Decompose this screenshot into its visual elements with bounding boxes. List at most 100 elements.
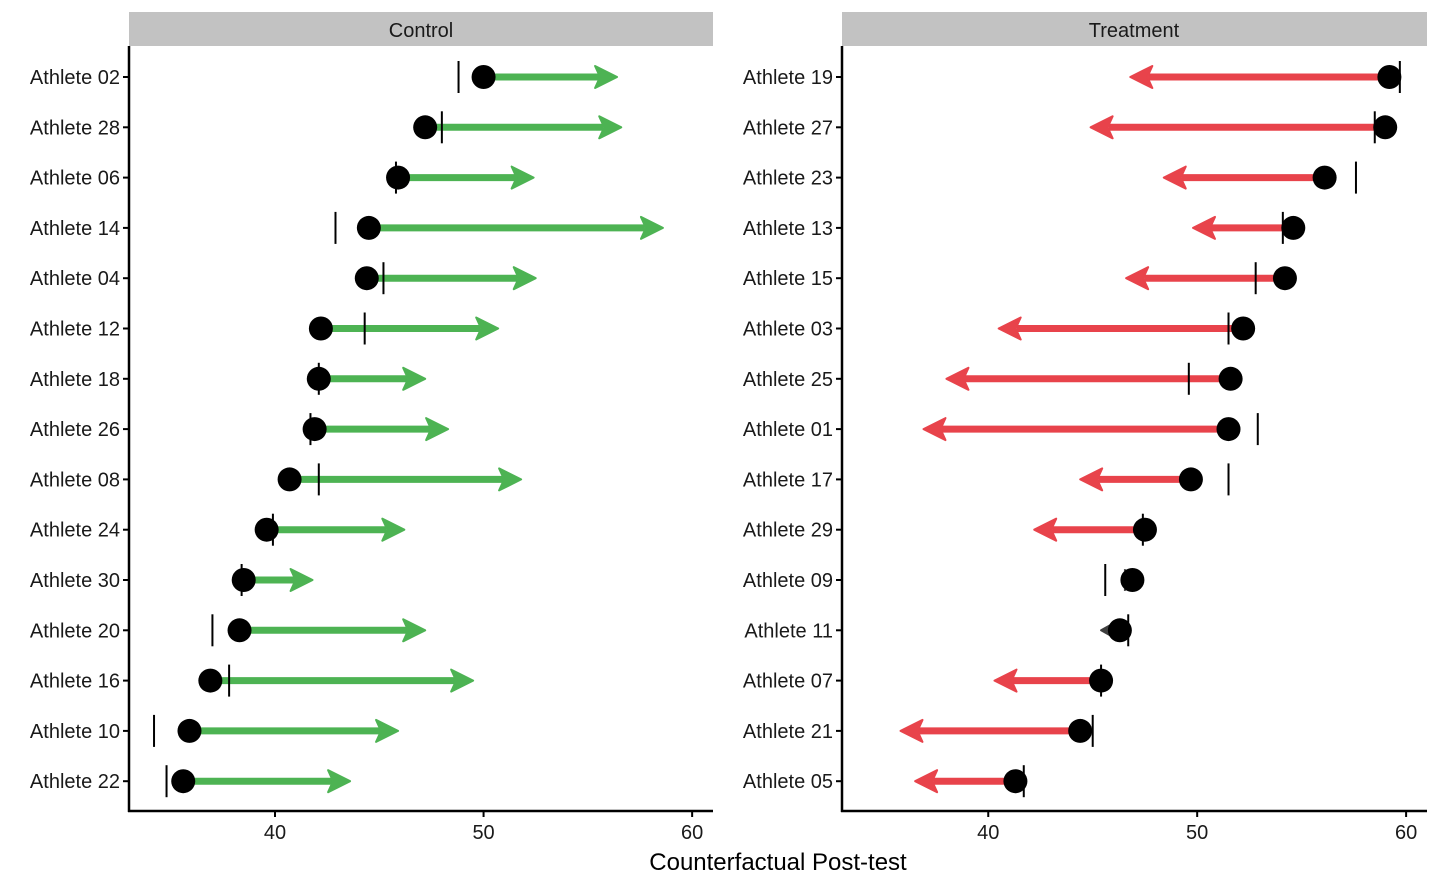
- y-tick-label: Athlete 08: [30, 469, 120, 491]
- strip-control: [129, 12, 713, 46]
- y-tick-label: Athlete 28: [30, 117, 120, 139]
- strip-label-treatment: Treatment: [1089, 20, 1180, 42]
- x-ticks-control: 40 50 60: [264, 811, 703, 844]
- x-axis-title: Counterfactual Post-test: [649, 849, 907, 876]
- arrow-head-treatment: [1089, 115, 1114, 140]
- observed-point: [1003, 769, 1028, 794]
- arrow-head-control: [598, 115, 623, 140]
- observed-point: [1132, 517, 1157, 542]
- x-tick-label: 60: [681, 822, 703, 844]
- observed-point: [1068, 718, 1093, 743]
- strip-label-control: Control: [389, 20, 453, 42]
- x-tick-label: 50: [1186, 822, 1208, 844]
- y-tick-label: Athlete 13: [743, 218, 833, 240]
- observed-point: [1218, 366, 1243, 391]
- arrow-head-control: [475, 316, 500, 341]
- y-tick-label: Athlete 21: [743, 721, 833, 743]
- observed-point: [471, 65, 496, 89]
- arrow-head-control: [510, 165, 535, 190]
- observed-point: [308, 316, 333, 341]
- arrow-head-treatment: [1125, 266, 1150, 291]
- arrow-head-control: [425, 417, 450, 442]
- y-tick-labels-control: Athlete 02 Athlete 28 Athlete 06 Athlete 14…: [30, 67, 129, 793]
- y-tick-label: Athlete 14: [30, 218, 120, 240]
- observed-point: [171, 769, 196, 794]
- x-tick-label: 40: [264, 822, 286, 844]
- observed-point: [177, 718, 202, 743]
- arrow-head-control: [402, 366, 427, 391]
- y-tick-label: Athlete 24: [30, 520, 120, 542]
- y-tick-label: Athlete 10: [30, 721, 120, 743]
- observed-point: [356, 215, 381, 240]
- observed-point: [1272, 266, 1297, 291]
- observed-point: [1312, 165, 1337, 190]
- observed-point: [1373, 115, 1398, 140]
- y-tick-label: Athlete 27: [743, 117, 833, 139]
- observed-point: [302, 417, 327, 442]
- observed-point: [277, 467, 302, 492]
- y-tick-label: Athlete 17: [743, 469, 833, 491]
- arrow-head-control: [327, 769, 352, 794]
- y-tick-label: Athlete 26: [30, 419, 120, 441]
- observed-point: [354, 266, 379, 291]
- y-tick-label: Athlete 25: [743, 369, 833, 391]
- y-tick-label: Athlete 22: [30, 771, 120, 793]
- observed-point: [1281, 215, 1306, 240]
- observed-point: [254, 517, 279, 542]
- x-tick-label: 40: [977, 822, 999, 844]
- y-tick-label: Athlete 06: [30, 168, 120, 190]
- arrow-head-treatment: [1129, 65, 1154, 89]
- y-tick-label: Athlete 03: [743, 319, 833, 341]
- observed-point: [198, 668, 223, 693]
- panel-treatment: Treatment Athlete 19 Athlete 27 Athlete 23…: [743, 12, 1427, 844]
- arrow-head-control: [594, 65, 619, 89]
- observed-point: [1216, 417, 1241, 442]
- observed-point: [227, 618, 252, 643]
- y-tick-label: Athlete 16: [30, 671, 120, 693]
- arrow-head-treatment: [1192, 215, 1216, 240]
- y-tick-label: Athlete 19: [743, 67, 833, 89]
- y-tick-label: Athlete 02: [30, 67, 120, 89]
- y-tick-label: Athlete 11: [744, 620, 833, 642]
- arrow-head-control: [381, 517, 406, 542]
- y-tick-label: Athlete 15: [743, 268, 833, 290]
- arrow-head-treatment: [1033, 517, 1058, 542]
- x-ticks-treatment: 40 50 60: [977, 811, 1417, 844]
- observed-point: [1107, 618, 1132, 643]
- observed-point: [306, 366, 331, 391]
- observed-point: [1178, 467, 1203, 492]
- y-tick-labels-treatment: Athlete 19 Athlete 27 Athlete 23 Athlete 13…: [743, 67, 842, 793]
- strip-treatment: [842, 12, 1427, 46]
- y-tick-label: Athlete 23: [743, 168, 833, 190]
- y-tick-label: Athlete 20: [30, 620, 120, 642]
- x-tick-label: 50: [472, 822, 494, 844]
- arrow-head-treatment: [945, 366, 970, 391]
- y-tick-label: Athlete 18: [30, 369, 120, 391]
- arrow-head-control: [450, 668, 475, 693]
- marks-control: [153, 61, 664, 798]
- y-tick-label: Athlete 07: [743, 671, 833, 693]
- arrow-head-control: [498, 467, 523, 492]
- arrow-head-control: [375, 718, 400, 743]
- arrow-head-treatment: [1162, 165, 1187, 190]
- arrow-head-treatment: [899, 718, 924, 743]
- observed-point: [231, 568, 256, 592]
- y-tick-label: Athlete 01: [743, 419, 833, 441]
- y-tick-label: Athlete 09: [743, 570, 833, 592]
- arrow-head-treatment: [1079, 467, 1104, 492]
- y-tick-label: Athlete 30: [30, 570, 120, 592]
- arrow-head-control: [289, 568, 314, 592]
- arrow-head-treatment: [922, 417, 947, 442]
- arrow-head-control: [639, 215, 664, 240]
- y-tick-label: Athlete 05: [743, 771, 833, 793]
- marks-treatment: [899, 61, 1402, 798]
- arrow-head-treatment: [914, 769, 939, 794]
- y-tick-label: Athlete 04: [30, 268, 120, 290]
- arrow-head-treatment: [993, 668, 1018, 693]
- observed-point: [1120, 568, 1145, 592]
- observed-point: [1089, 668, 1114, 693]
- y-tick-label: Athlete 12: [30, 319, 120, 341]
- observed-point: [413, 115, 438, 140]
